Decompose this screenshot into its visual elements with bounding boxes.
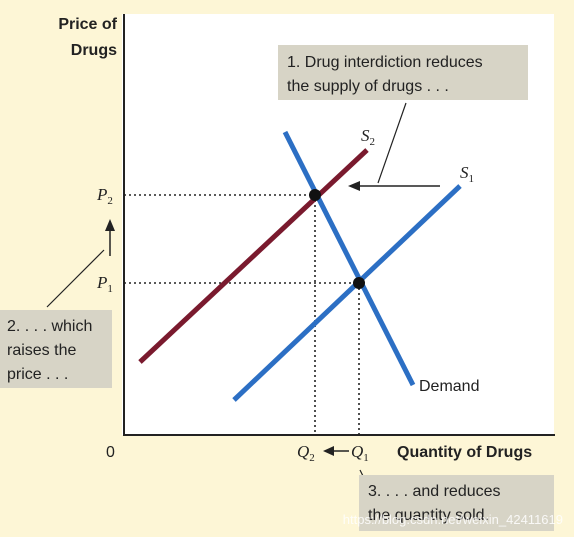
supply-curve-s1: [232, 184, 462, 402]
callout-2-line1: 2. . . . which: [7, 318, 92, 335]
x-axis-title: Quantity of Drugs: [397, 444, 532, 461]
q2-label: Q2: [297, 442, 315, 464]
callout-1: 1. Drug interdiction reduces the supply …: [278, 45, 528, 100]
equilibrium-point-original: [353, 277, 365, 289]
y-axis-title-line2: Drugs: [71, 42, 117, 59]
s2-label: S2: [361, 126, 375, 148]
callout-2-leader: [46, 249, 105, 308]
y-axis-title-line1: Price of: [58, 16, 117, 33]
callout-3-line1: 3. . . . and reduces: [368, 483, 501, 500]
callout-1-box: [278, 45, 528, 100]
s1-label: S1: [460, 163, 474, 185]
watermark-text: https://blog.csdn.net/weixin_42411619: [343, 512, 563, 527]
p2-label: P2: [96, 185, 113, 207]
callout-3-line2: the quantity sold.: [368, 507, 489, 524]
callout-3: 3. . . . and reduces the quantity sold.: [359, 475, 554, 531]
guide-lines: [124, 194, 360, 435]
callout-1-leader: [377, 102, 407, 184]
shift-arrow-supply: [348, 181, 440, 191]
callout-2-line3: price . . .: [7, 366, 68, 383]
callout-3-box: [359, 475, 554, 531]
demand-curve: [282, 130, 416, 387]
demand-label: Demand: [419, 378, 479, 395]
p1-label: P1: [96, 273, 113, 295]
supply-curve-s2: [138, 148, 369, 364]
quantity-down-arrow: [323, 446, 349, 456]
equilibrium-point-new: [309, 189, 321, 201]
callout-1-line1: 1. Drug interdiction reduces: [287, 54, 483, 71]
callout-2-line2: raises the: [7, 342, 76, 359]
callout-2-box: [0, 310, 112, 388]
callout-1-line2: the supply of drugs . . .: [287, 78, 449, 95]
origin-label: 0: [106, 444, 115, 461]
q1-label: Q1: [351, 442, 369, 464]
callout-2: 2. . . . which raises the price . . .: [0, 310, 112, 388]
price-up-arrow: [105, 219, 115, 256]
